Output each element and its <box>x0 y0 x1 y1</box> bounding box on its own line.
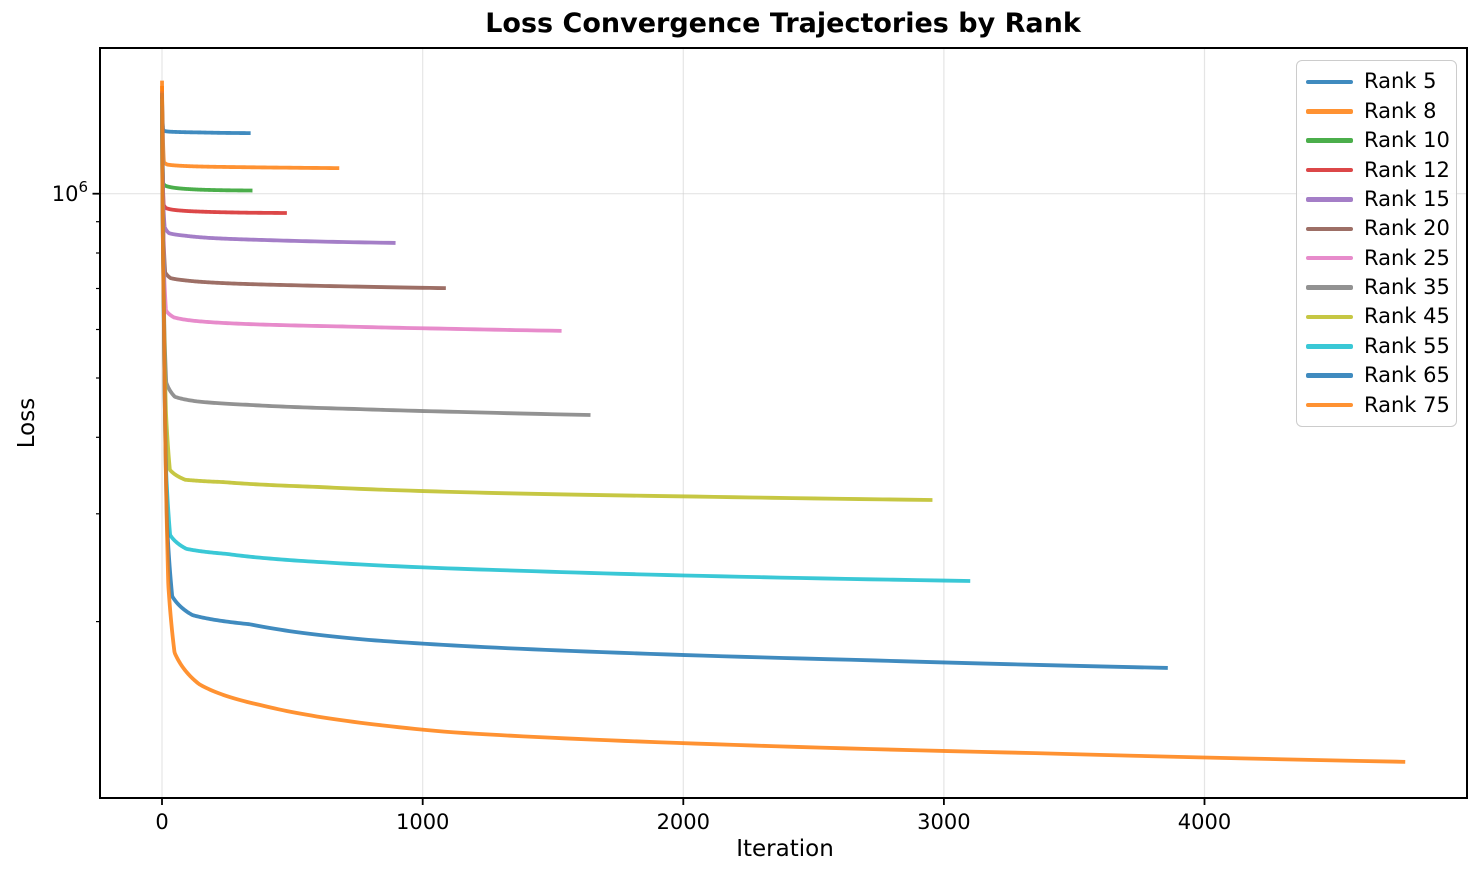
x-tick-label: 4000 <box>1178 810 1231 834</box>
series-line-rank-45 <box>160 98 933 502</box>
legend-label: Rank 5 <box>1364 69 1437 94</box>
legend-item-rank-8: Rank 8 <box>1306 98 1450 123</box>
x-axis-label: Iteration <box>736 836 834 862</box>
x-tick-label: 1000 <box>396 810 449 834</box>
legend-item-rank-5: Rank 5 <box>1306 71 1450 92</box>
series-line-rank-55 <box>160 106 971 583</box>
legend-swatch-rank-35 <box>1306 285 1353 290</box>
legend-swatch-rank-55 <box>1306 344 1353 349</box>
legend-item-rank-12: Rank 12 <box>1306 157 1450 182</box>
axes-layer: 0 1000 2000 3000 4000 106 <box>52 47 1468 834</box>
legend-swatch-rank-45 <box>1306 314 1353 320</box>
x-tick-label: 0 <box>155 810 168 834</box>
series-line-rank-10 <box>160 99 253 193</box>
legend-swatch-rank-10 <box>1306 138 1353 143</box>
series-line-rank-8 <box>160 84 340 171</box>
grid-layer <box>100 48 1467 798</box>
legend-swatch-rank-12 <box>1306 167 1353 173</box>
legend-swatch-rank-65 <box>1306 373 1353 378</box>
x-tick-label: 3000 <box>917 810 970 834</box>
legend-label: Rank 20 <box>1364 216 1450 241</box>
legend-item-rank-10: Rank 10 <box>1306 130 1450 151</box>
series-line-rank-12 <box>160 107 287 215</box>
legend-swatch-rank-25 <box>1306 255 1353 261</box>
x-tick-label: 2000 <box>657 810 710 834</box>
series-line-rank-65 <box>160 93 1168 670</box>
legend-label: Rank 45 <box>1364 304 1450 329</box>
series-line-rank-25 <box>160 104 562 333</box>
legend-label: Rank 75 <box>1364 392 1450 417</box>
legend-item-rank-65: Rank 65 <box>1306 365 1450 386</box>
legend-item-rank-15: Rank 15 <box>1306 186 1450 211</box>
legend-item-rank-35: Rank 35 <box>1306 277 1450 298</box>
series-line-rank-75 <box>160 80 1406 764</box>
legend-swatch-rank-8 <box>1306 109 1353 114</box>
legend-item-rank-25: Rank 25 <box>1306 245 1450 270</box>
legend-item-rank-45: Rank 45 <box>1306 306 1450 327</box>
legend-swatch-rank-75 <box>1306 402 1353 408</box>
legend-label: Rank 12 <box>1364 157 1450 182</box>
legend-item-rank-20: Rank 20 <box>1306 218 1450 239</box>
legend-swatch-rank-15 <box>1306 197 1353 202</box>
legend-label: Rank 65 <box>1364 363 1450 388</box>
legend-label: Rank 25 <box>1364 245 1450 270</box>
y-tick-label: 106 <box>52 178 88 206</box>
legend-label: Rank 55 <box>1364 333 1450 358</box>
legend-label: Rank 15 <box>1364 186 1450 211</box>
legend-item-rank-55: Rank 55 <box>1306 333 1450 358</box>
series-line-rank-5 <box>160 93 251 136</box>
plot-spines <box>99 47 1468 799</box>
y-axis-label: Loss <box>14 397 40 449</box>
legend: Rank 5 Rank 8 Rank 10 Rank 12 Rank 15 Rank 20… <box>1296 60 1457 427</box>
legend-item-rank-75: Rank 75 <box>1306 392 1450 417</box>
chart-title: Loss Convergence Trajectories by Rank <box>485 8 1081 39</box>
series-line-rank-35 <box>160 111 591 417</box>
legend-swatch-rank-20 <box>1306 226 1353 231</box>
legend-label: Rank 10 <box>1364 128 1450 153</box>
legend-label: Rank 35 <box>1364 275 1450 299</box>
series-line-rank-20 <box>160 96 446 291</box>
series-layer <box>160 80 1406 764</box>
legend-swatch-rank-5 <box>1306 79 1353 85</box>
legend-label: Rank 8 <box>1364 98 1437 123</box>
